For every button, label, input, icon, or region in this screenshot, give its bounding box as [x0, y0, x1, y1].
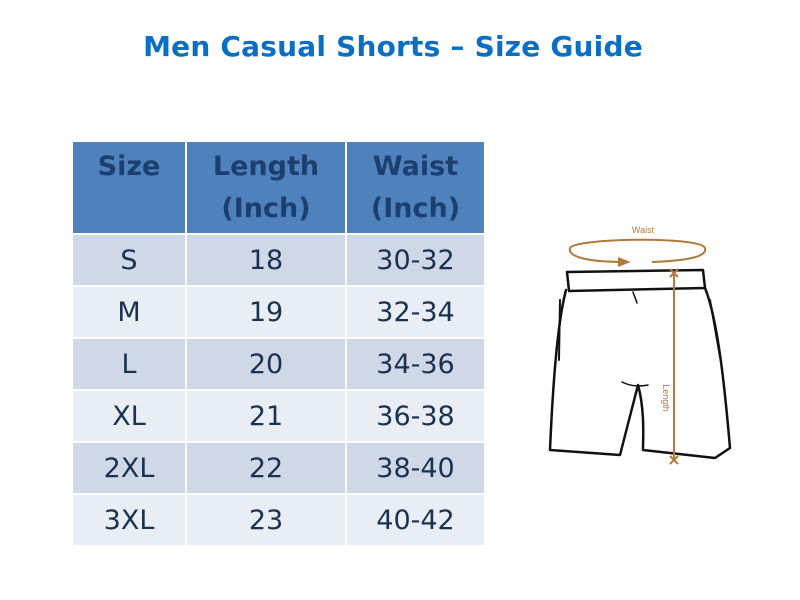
size-cell: 3XL: [73, 494, 187, 547]
table-row: 2XL 22 38-40: [73, 442, 484, 495]
length-cell: 18: [186, 234, 347, 287]
size-cell: L: [73, 338, 187, 391]
length-cell: 22: [186, 442, 347, 495]
waist-cell: 40-42: [346, 494, 484, 547]
size-cell: S: [73, 234, 187, 287]
waist-cell: 34-36: [346, 338, 484, 391]
waist-cell: 30-32: [346, 234, 484, 287]
header-line: Waist: [372, 151, 459, 182]
table-row: XL 21 36-38: [73, 390, 484, 443]
header-line: Length: [212, 151, 320, 182]
header-size: Size: [73, 142, 187, 235]
page-title: Men Casual Shorts – Size Guide: [143, 30, 643, 63]
size-table: Size Length (Inch) Waist (Inch) S 18 30-32 M 1…: [73, 142, 484, 547]
table-row: 3XL 23 40-42: [73, 494, 484, 547]
length-cell: 19: [186, 286, 347, 339]
length-cell: 23: [186, 494, 347, 547]
shorts-outline: [548, 268, 732, 460]
waist-cell: 32-34: [346, 286, 484, 339]
waist-cell: 38-40: [346, 442, 484, 495]
length-label: Length: [661, 384, 671, 412]
table-row: M 19 32-34: [73, 286, 484, 339]
size-cell: XL: [73, 390, 187, 443]
length-cell: 21: [186, 390, 347, 443]
header-line: (Inch): [370, 193, 461, 224]
table-header-row: Size Length (Inch) Waist (Inch): [73, 142, 484, 235]
header-waist: Waist (Inch): [346, 142, 484, 235]
table-row: S 18 30-32: [73, 234, 484, 287]
header-length: Length (Inch): [186, 142, 347, 235]
header-line: (Inch): [221, 193, 311, 224]
waist-label: Waist: [632, 225, 655, 235]
measure-marks: [568, 238, 707, 465]
shorts-diagram: Waist Length: [548, 225, 732, 465]
table-row: L 20 34-36: [73, 338, 484, 391]
waist-cell: 36-38: [346, 390, 484, 443]
length-cell: 20: [186, 338, 347, 391]
header-line: Size: [97, 151, 161, 182]
size-cell: 2XL: [73, 442, 187, 495]
size-cell: M: [73, 286, 187, 339]
